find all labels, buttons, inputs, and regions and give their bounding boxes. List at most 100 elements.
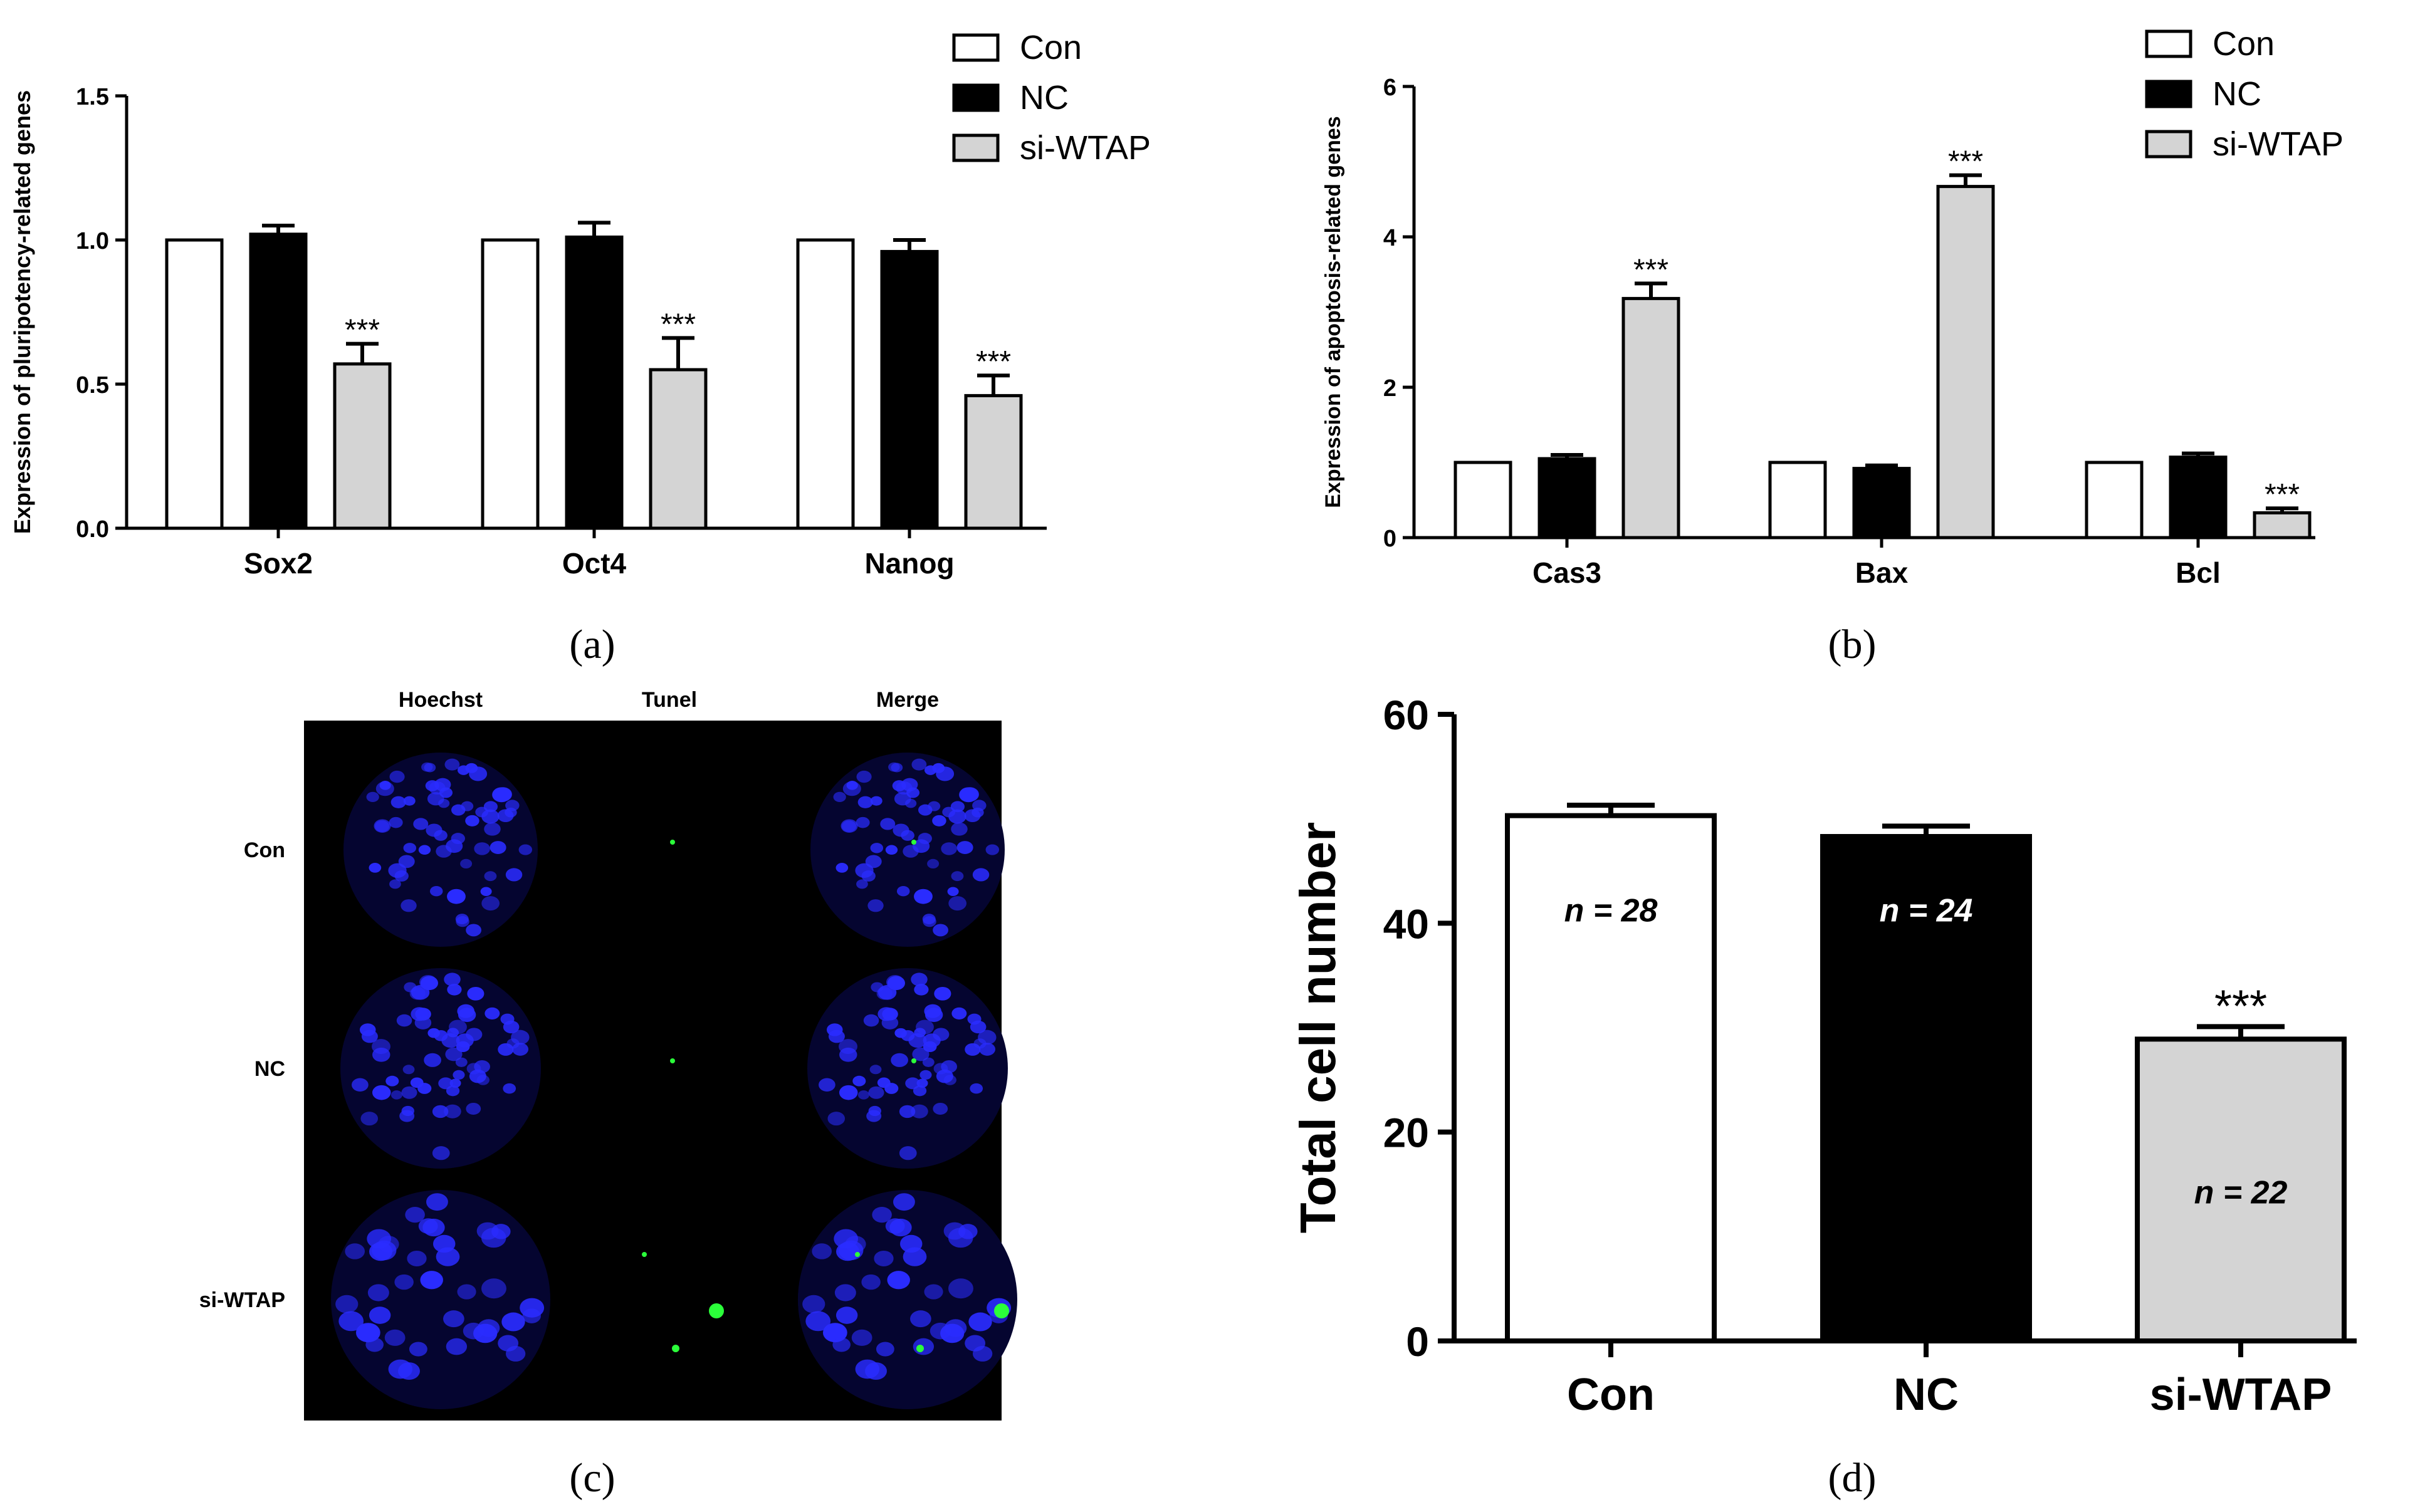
x-tick-label: Sox2: [244, 547, 313, 580]
legend-swatch-nc: [2145, 80, 2192, 108]
nucleus: [402, 1065, 415, 1075]
nucleus: [427, 792, 444, 806]
tunel-signal: [709, 1303, 724, 1318]
nucleus: [861, 1274, 881, 1290]
nucleus: [394, 870, 409, 882]
nucleus: [948, 1278, 973, 1299]
bar-nc-bcl: [2169, 456, 2228, 540]
nucleus: [856, 816, 870, 828]
significance-label: ***: [2265, 478, 2300, 511]
tunel-signal: [916, 1345, 924, 1352]
nucleus: [456, 1033, 474, 1048]
nucleus: [432, 1146, 450, 1160]
nucleus: [845, 1236, 866, 1253]
nucleus: [498, 1043, 514, 1056]
bar-nc-cas3: [1537, 457, 1596, 540]
bar-con-sox2: [165, 238, 224, 530]
nucleus: [941, 842, 957, 855]
micrograph-panel: Hoechst Tunel Merge Con NC si-WTAP: [199, 688, 1017, 1421]
nucleus: [414, 1016, 432, 1030]
nucleus: [445, 1047, 463, 1061]
nucleus: [865, 855, 882, 868]
nucleus: [420, 1271, 443, 1290]
y-tick-label: 20: [1383, 1110, 1429, 1156]
x-tick-label: Con: [1567, 1370, 1655, 1420]
significance-label: ***: [345, 314, 380, 347]
nucleus: [812, 1243, 832, 1259]
y-axis-label: Total cell number: [1290, 822, 1346, 1233]
significance-label: ***: [976, 345, 1011, 378]
nucleus: [443, 1310, 464, 1328]
nucleus: [913, 1338, 935, 1355]
y-tick-label: 40: [1383, 900, 1429, 947]
nucleus: [409, 987, 426, 1000]
bar-con-bax: [1768, 461, 1827, 540]
nucleus: [870, 843, 884, 853]
nucleus: [857, 1090, 869, 1100]
nucleus: [888, 762, 900, 772]
y-tick-label: 0.5: [76, 372, 109, 399]
nucleus: [429, 886, 443, 897]
nucleus: [367, 1284, 389, 1301]
nucleus: [856, 770, 872, 783]
bar-nc-sox2: [249, 232, 308, 530]
nucleus: [453, 1070, 465, 1080]
nucleus: [826, 1023, 843, 1036]
nucleus: [465, 763, 478, 773]
nucleus: [432, 1105, 449, 1118]
tunel-signal: [994, 1303, 1009, 1318]
significance-label: ***: [661, 308, 696, 341]
nucleus: [948, 896, 967, 911]
nucleus: [401, 1105, 415, 1117]
tunel-signal: [911, 840, 916, 845]
nucleus: [401, 1086, 417, 1099]
nucleus: [447, 983, 462, 996]
nucleus: [481, 896, 500, 911]
nucleus: [481, 1228, 506, 1248]
nucleus: [934, 986, 951, 1001]
nucleus: [923, 1033, 941, 1048]
nucleus: [899, 1234, 923, 1253]
nucleus: [863, 1014, 879, 1027]
nucleus: [964, 809, 981, 822]
caption-b: (b): [1828, 622, 1877, 667]
nucleus: [389, 879, 401, 889]
nucleus: [889, 1218, 912, 1237]
nucleus: [500, 1013, 515, 1025]
nucleus: [943, 1075, 956, 1085]
nucleus: [884, 1083, 899, 1094]
nucleus: [378, 1236, 399, 1253]
nucleus: [484, 1007, 500, 1019]
nucleus: [912, 1047, 930, 1061]
nucleus: [880, 818, 896, 830]
nucleus: [835, 1306, 858, 1324]
nucleus: [385, 1075, 399, 1087]
y-tick-label: 2: [1383, 375, 1396, 402]
nucleus: [444, 972, 461, 986]
legend-label: NC: [1020, 79, 1069, 117]
nucleus: [465, 815, 479, 826]
nucleus: [914, 1028, 926, 1038]
nucleus: [948, 1228, 973, 1248]
chart-d-total-cell-number: 0 20 40 60 Total cell number Con n = 28 NC n = 2…: [1290, 692, 2357, 1420]
nucleus: [822, 1323, 847, 1343]
nucleus: [518, 844, 533, 855]
nucleus: [480, 887, 492, 896]
nucleus: [444, 758, 460, 771]
nucleus: [910, 1310, 931, 1328]
nucleus: [483, 801, 498, 813]
nucleus: [446, 839, 463, 853]
caption-c: (c): [569, 1455, 615, 1501]
bar-nc: [1820, 834, 2032, 1343]
nucleus: [520, 1298, 545, 1318]
tunel-signal: [670, 840, 675, 845]
nucleus: [947, 887, 959, 896]
nucleus: [419, 975, 437, 989]
nucleus: [455, 914, 469, 925]
nucleus: [835, 863, 849, 873]
tunel-signal: [672, 1345, 679, 1352]
nucleus: [389, 770, 405, 783]
nucleus: [916, 1078, 928, 1088]
nucleus: [841, 819, 858, 833]
y-tick-label: 0: [1406, 1318, 1429, 1365]
